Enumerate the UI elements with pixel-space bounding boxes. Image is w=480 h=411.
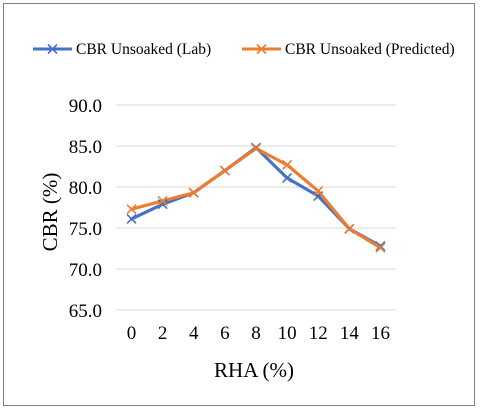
point-s1-5 <box>282 159 293 170</box>
point-s1-2-stroke-b <box>188 187 199 198</box>
x-tick-label-6: 12 <box>309 323 328 344</box>
point-s0-8-stroke-b <box>375 240 386 252</box>
point-s1-6 <box>313 186 324 197</box>
legend: CBR Unsoaked (Lab) CBR Unsoaked (Predict… <box>33 41 455 58</box>
point-s1-7 <box>344 223 355 234</box>
point-s1-5-stroke-b <box>282 159 293 170</box>
x-tick-label-3: 6 <box>220 323 230 344</box>
x-tick-label-4: 8 <box>251 323 261 344</box>
point-s0-8 <box>375 240 386 252</box>
y-tick-label-1: 70.0 <box>69 260 102 281</box>
y-tick-label-4: 85.0 <box>69 137 102 158</box>
chart-frame <box>3 3 475 406</box>
legend-marker-lab <box>47 43 58 55</box>
x-axis-title: RHA (%) <box>214 358 294 382</box>
point-s1-8-stroke-b <box>375 242 386 253</box>
point-s1-8 <box>375 242 386 253</box>
y-tick-label-5: 90.0 <box>69 96 102 117</box>
legend-item-predicted: CBR Unsoaked (Predicted) <box>242 41 455 58</box>
x-tick-label-1: 2 <box>158 323 168 344</box>
point-s1-3-stroke-b <box>219 165 230 176</box>
point-s0-1 <box>157 199 168 210</box>
point-s1-1 <box>157 195 168 207</box>
legend-x-0-stroke-b <box>47 43 58 55</box>
point-s0-5-stroke-b <box>282 172 293 184</box>
y-tick-label-2: 75.0 <box>69 219 102 240</box>
point-s0-1-stroke-b <box>157 199 168 210</box>
series-line-0 <box>129 146 383 248</box>
point-s1-0 <box>126 204 137 215</box>
point-s1-7-stroke-b <box>344 223 355 234</box>
point-s1-2 <box>188 187 199 198</box>
point-s1-3 <box>219 165 230 176</box>
legend-x-1-stroke-b <box>256 43 267 55</box>
series-group <box>126 142 386 253</box>
x-tick-label-5: 10 <box>278 323 297 344</box>
legend-item-lab: CBR Unsoaked (Lab) <box>33 41 211 58</box>
x-tick-labels: 0 2 4 6 8 10 12 14 16 <box>127 323 390 344</box>
y-tick-labels: 65.0 70.0 75.0 80.0 85.0 90.0 <box>69 96 102 322</box>
x-tick-label-2: 4 <box>189 323 199 344</box>
point-s0-0-stroke-b <box>126 213 137 225</box>
legend-x-1 <box>256 43 267 55</box>
point-s1-0-stroke-b <box>126 204 137 215</box>
point-s1-1-stroke-b <box>157 195 168 207</box>
series-line-1 <box>129 146 383 250</box>
y-axis-title: CBR (%) <box>38 173 62 252</box>
point-s1-4 <box>250 143 262 154</box>
x-tick-label-8: 16 <box>371 323 390 344</box>
legend-x-0 <box>47 43 58 55</box>
x-tick-label-0: 0 <box>127 323 137 344</box>
legend-label-lab: CBR Unsoaked (Lab) <box>76 41 211 58</box>
point-s1-4-stroke-b <box>250 143 262 154</box>
x-tick-label-7: 14 <box>340 323 360 344</box>
y-tick-label-3: 80.0 <box>69 178 102 199</box>
point-s1-6-stroke-b <box>313 186 324 197</box>
point-s0-5 <box>282 172 293 184</box>
y-tick-label-0: 65.0 <box>69 301 102 322</box>
legend-label-predicted: CBR Unsoaked (Predicted) <box>285 41 455 58</box>
legend-marker-predicted <box>256 43 267 55</box>
point-s0-0 <box>126 213 137 225</box>
